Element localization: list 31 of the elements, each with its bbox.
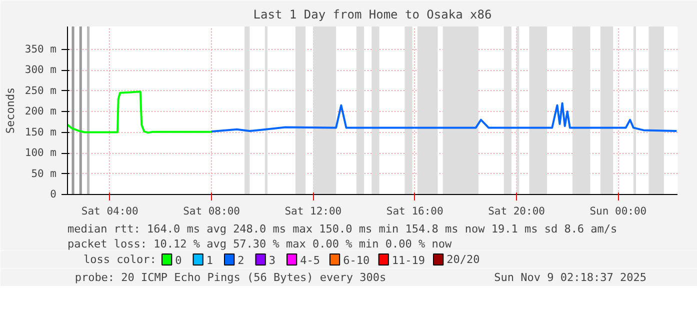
y-tick-label: 350 m <box>24 43 56 56</box>
text: Sun Nov 9 02:18:37 2025 <box>494 271 646 284</box>
x-tick-label: Sun 00:00 <box>590 206 647 218</box>
legend-label: 11-19 <box>392 254 426 267</box>
x-tick-label: Sat 08:00 <box>183 206 240 218</box>
line-series <box>68 90 213 134</box>
legend-label: 4-5 <box>300 254 320 267</box>
y-tick-label: 50 m <box>31 168 57 180</box>
x-tick-label: Sat 12:00 <box>284 206 342 218</box>
line-series <box>210 102 678 132</box>
chart-title: Last 1 Day from Home to Osaka x86 <box>253 8 492 22</box>
text: probe: 20 ICMP Echo Pings (56 Bytes) every 300s <box>74 271 386 284</box>
y-tick-label: 100 m <box>24 147 56 160</box>
y-tick-label: 250 m <box>24 84 56 97</box>
legend-label: 0 <box>175 254 182 267</box>
legend-label: 20/20 <box>446 253 480 266</box>
legend-label: 3 <box>268 254 276 267</box>
y-axis-title: Seconds <box>4 87 17 134</box>
legend-label: 2 <box>238 254 244 267</box>
x-tick-label: Sat 16:00 <box>386 206 444 218</box>
text: median rtt: 164.0 ms avg 248.0 ms max 150.0 ms min 154.8 ms now 19.1 ms sd 8.6 am/s <box>68 222 618 236</box>
legend-label: 6-10 <box>343 254 370 267</box>
y-tick-label: 150 m <box>24 126 56 138</box>
y-tick-label: 0 <box>50 188 57 200</box>
y-tick-label: 200 m <box>24 106 56 118</box>
legend-title: loss color: <box>84 253 156 266</box>
legend-label: 1 <box>206 254 214 267</box>
x-tick-label: Sat 04:00 <box>81 206 138 218</box>
text: packet loss: 10.12 % avg 57.30 % max 0.00 % min 0.00 % now <box>68 238 452 250</box>
x-tick-label: Sat 20:00 <box>488 206 545 218</box>
y-tick-label: 300 m <box>24 64 56 76</box>
